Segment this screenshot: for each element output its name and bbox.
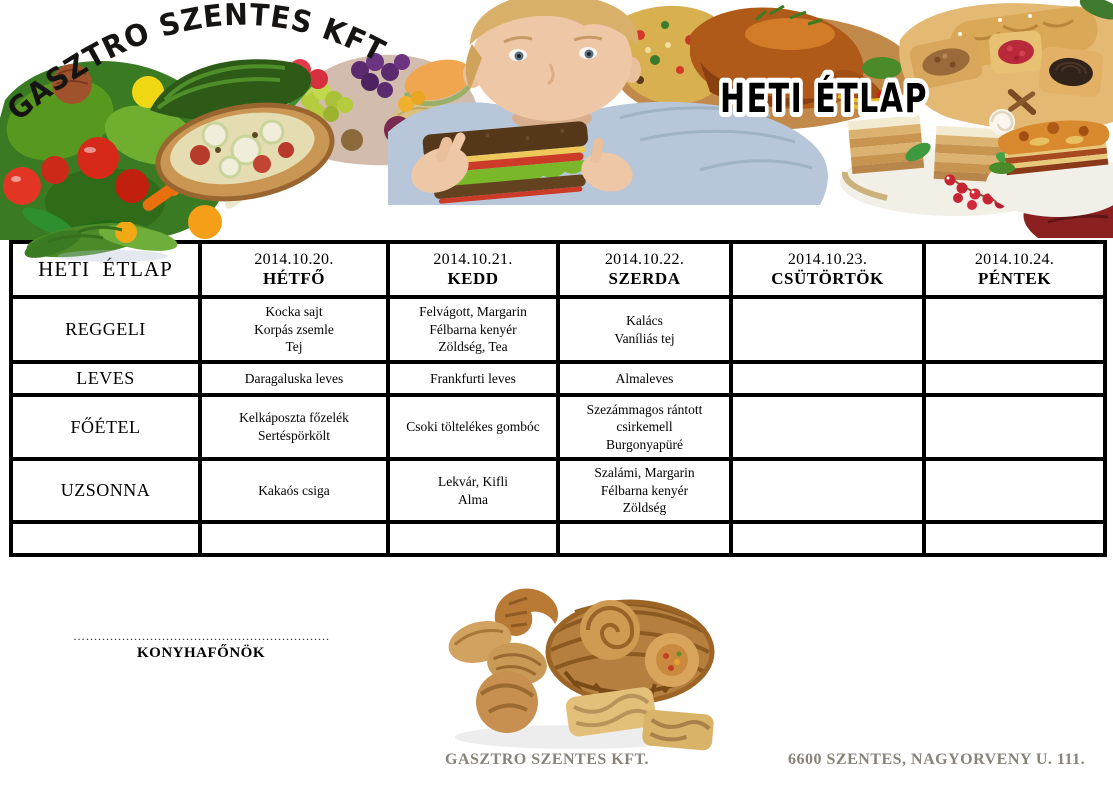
lasagna-photo-illustration (986, 120, 1113, 238)
menu-cell (922, 360, 1107, 397)
table-header-row: HETI ÉTLAP 2014.10.20. HÉTFŐ 2014.10.21.… (9, 240, 1107, 299)
menu-cell (729, 360, 926, 397)
child-photo-illustration (388, 0, 828, 205)
menu-cell (922, 520, 1107, 557)
signature-role-label: KONYHAFŐNÖK (137, 645, 265, 661)
table-corner-label: HETI ÉTLAP (9, 240, 202, 299)
menu-cell: Felvágott, Margarin Félbarna kenyér Zöld… (386, 295, 560, 364)
menu-cell (922, 393, 1107, 461)
strudel-photo-illustration (899, 0, 1113, 131)
day-name: PÉNTEK (978, 268, 1051, 288)
bread-basket-photo (448, 588, 715, 751)
menu-cell: Csoki töltelékes gombóc (386, 393, 560, 461)
wicker-basket-illustration (545, 599, 715, 709)
menu-cell (922, 457, 1107, 524)
day-name: HÉTFŐ (262, 268, 325, 288)
day-name: CSÜTÖRTÖK (771, 268, 884, 288)
table-row-main-course: FŐÉTEL Kelkáposzta főzelék Sertéspörkölt… (9, 393, 1107, 461)
day-date: 2014.10.20. (254, 250, 334, 268)
day-header-wednesday: 2014.10.22. SZERDA (556, 240, 733, 299)
day-header-thursday: 2014.10.23. CSÜTÖRTÖK (729, 240, 926, 299)
menu-cell (198, 520, 390, 557)
weekly-menu-table: HETI ÉTLAP 2014.10.20. HÉTFŐ 2014.10.21.… (9, 240, 1107, 557)
day-header-monday: 2014.10.20. HÉTFŐ (198, 240, 390, 299)
menu-cell: Kocka sajt Korpás zsemle Tej (198, 295, 390, 364)
header-collage: GASZTRO SZENTES KFT. HETI ÉTLAP (0, 0, 1113, 240)
day-header-friday: 2014.10.24. PÉNTEK (922, 240, 1107, 299)
row-label-uzsonna: UZSONNA (9, 457, 202, 524)
menu-cell (922, 295, 1107, 364)
vegetables-photo-illustration (0, 61, 313, 240)
table-row-breakfast: REGGELI Kocka sajt Korpás zsemle Tej Fel… (9, 295, 1107, 364)
footer-company-name: GASZTRO SZENTES KFT. (445, 751, 649, 768)
day-name: SZERDA (608, 268, 681, 288)
menu-cell (729, 295, 926, 364)
table-row-empty (9, 520, 1107, 557)
collage-title-text: HETI ÉTLAP (720, 74, 928, 122)
menu-cell: Frankfurti leves (386, 360, 560, 397)
table-row-snack: UZSONNA Kakaós csiga Lekvár, Kifli Alma … (9, 457, 1107, 524)
roast-chicken-photo-illustration (615, 4, 915, 130)
menu-cell: Kalács Vaníliás tej (556, 295, 733, 364)
menu-cell: Almaleves (556, 360, 733, 397)
row-label-empty (9, 520, 202, 557)
day-name: KEDD (447, 268, 499, 288)
menu-cell (386, 520, 560, 557)
pastries-illustration (448, 588, 714, 751)
menu-cell: Szalámi, Margarin Félbarna kenyér Zöldsé… (556, 457, 733, 524)
row-label-leves: LEVES (9, 360, 202, 397)
menu-cell: Kakaós csiga (198, 457, 390, 524)
signature-block: ….......................................… (73, 629, 329, 662)
menu-cell: Daragaluska leves (198, 360, 390, 397)
menu-cell: Kelkáposzta főzelék Sertéspörkölt (198, 393, 390, 461)
row-label-foetel: FŐÉTEL (9, 393, 202, 461)
table-row-soup: LEVES Daragaluska leves Frankfurti leves… (9, 360, 1107, 397)
menu-cell (729, 457, 926, 524)
menu-cell (729, 393, 926, 461)
menu-cell (729, 520, 926, 557)
menu-cell: Szezámmagos rántott csirkemell Burgonyap… (556, 393, 733, 461)
day-date: 2014.10.24. (974, 250, 1055, 268)
menu-cell (556, 520, 733, 557)
day-date: 2014.10.21. (433, 250, 513, 268)
open-sandwich-photo-illustration (150, 59, 335, 202)
row-label-reggeli: REGGELI (9, 295, 202, 364)
day-header-tuesday: 2014.10.21. KEDD (386, 240, 560, 299)
signature-dotted-line: ….......................................… (73, 629, 329, 643)
day-date: 2014.10.22. (604, 250, 685, 268)
day-date: 2014.10.23. (787, 250, 868, 268)
footer-address: 6600 SZENTES, NAGYORVENY U. 111. (788, 751, 1086, 768)
menu-cell: Lekvár, Kifli Alma (386, 457, 560, 524)
